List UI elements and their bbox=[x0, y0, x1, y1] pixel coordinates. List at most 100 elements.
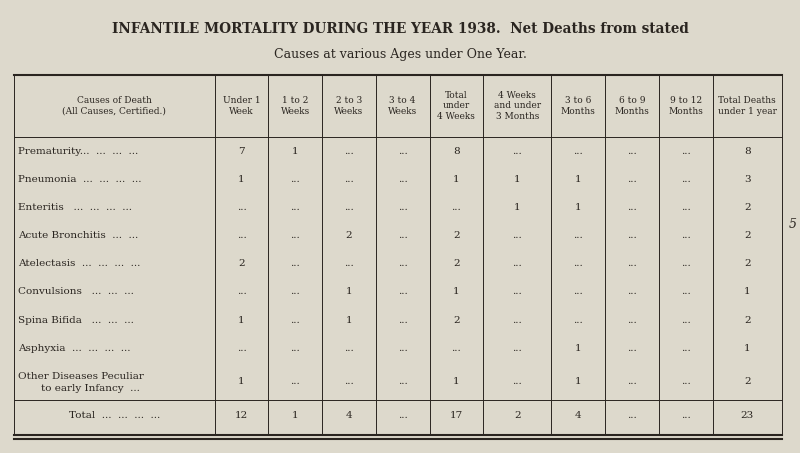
Text: ...: ... bbox=[627, 288, 637, 296]
Text: ...: ... bbox=[237, 203, 246, 212]
Text: 3: 3 bbox=[744, 175, 750, 184]
Text: ...: ... bbox=[513, 288, 522, 296]
Text: Other Diseases Peculiar: Other Diseases Peculiar bbox=[18, 372, 144, 381]
Text: Atelectasis  ...  ...  ...  ...: Atelectasis ... ... ... ... bbox=[18, 259, 140, 268]
Text: ...: ... bbox=[627, 344, 637, 353]
Text: 1: 1 bbox=[744, 344, 750, 353]
Text: ...: ... bbox=[627, 203, 637, 212]
Text: 2: 2 bbox=[453, 316, 460, 325]
Text: ...: ... bbox=[627, 377, 637, 386]
Text: ...: ... bbox=[290, 377, 300, 386]
Text: ...: ... bbox=[398, 316, 407, 325]
Text: 1: 1 bbox=[744, 288, 750, 296]
Text: 3 to 6
Months: 3 to 6 Months bbox=[561, 96, 596, 116]
Text: 2: 2 bbox=[744, 377, 750, 386]
Text: ...: ... bbox=[237, 231, 246, 240]
Text: ...: ... bbox=[681, 288, 690, 296]
Text: Under 1
Week: Under 1 Week bbox=[222, 96, 260, 116]
Text: 4: 4 bbox=[346, 411, 352, 420]
Text: 1: 1 bbox=[292, 147, 298, 155]
Text: ...: ... bbox=[398, 344, 407, 353]
Text: Asphyxia  ...  ...  ...  ...: Asphyxia ... ... ... ... bbox=[18, 344, 130, 353]
Text: 2: 2 bbox=[744, 203, 750, 212]
Text: ...: ... bbox=[627, 175, 637, 184]
Text: Acute Bronchitis  ...  ...: Acute Bronchitis ... ... bbox=[18, 231, 138, 240]
Text: ...: ... bbox=[681, 377, 690, 386]
Text: ...: ... bbox=[513, 377, 522, 386]
Text: ...: ... bbox=[398, 175, 407, 184]
Text: 2: 2 bbox=[238, 259, 245, 268]
Text: 1: 1 bbox=[238, 175, 245, 184]
Text: 12: 12 bbox=[235, 411, 248, 420]
Text: 1: 1 bbox=[575, 377, 582, 386]
Text: 1: 1 bbox=[346, 316, 352, 325]
Text: ...: ... bbox=[513, 147, 522, 155]
Text: ...: ... bbox=[627, 147, 637, 155]
Text: 17: 17 bbox=[450, 411, 463, 420]
Text: 1: 1 bbox=[575, 344, 582, 353]
Text: 1: 1 bbox=[514, 203, 521, 212]
Text: ...: ... bbox=[681, 147, 690, 155]
Text: 1: 1 bbox=[453, 288, 460, 296]
Text: 4 Weeks
and under
3 Months: 4 Weeks and under 3 Months bbox=[494, 91, 541, 121]
Text: ...: ... bbox=[513, 344, 522, 353]
Text: 5: 5 bbox=[789, 218, 797, 231]
Text: 1: 1 bbox=[292, 411, 298, 420]
Text: Total  ...  ...  ...  ...: Total ... ... ... ... bbox=[69, 411, 160, 420]
Text: ...: ... bbox=[627, 316, 637, 325]
Text: ...: ... bbox=[574, 316, 583, 325]
Text: ...: ... bbox=[290, 288, 300, 296]
Text: ...: ... bbox=[398, 231, 407, 240]
Text: 1: 1 bbox=[238, 377, 245, 386]
Text: ...: ... bbox=[290, 231, 300, 240]
Text: ...: ... bbox=[681, 203, 690, 212]
Text: 2: 2 bbox=[744, 231, 750, 240]
Text: ...: ... bbox=[513, 231, 522, 240]
Text: 2 to 3
Weeks: 2 to 3 Weeks bbox=[334, 96, 363, 116]
Text: ...: ... bbox=[398, 259, 407, 268]
Text: 1: 1 bbox=[514, 175, 521, 184]
Text: 1: 1 bbox=[575, 203, 582, 212]
Text: 9 to 12
Months: 9 to 12 Months bbox=[668, 96, 703, 116]
Text: ...: ... bbox=[290, 316, 300, 325]
Text: 23: 23 bbox=[741, 411, 754, 420]
Text: 1: 1 bbox=[453, 377, 460, 386]
Text: ...: ... bbox=[681, 344, 690, 353]
Text: 2: 2 bbox=[346, 231, 352, 240]
Text: ...: ... bbox=[344, 259, 354, 268]
Text: 1 to 2
Weeks: 1 to 2 Weeks bbox=[281, 96, 310, 116]
Text: 2: 2 bbox=[744, 316, 750, 325]
Text: 1: 1 bbox=[453, 175, 460, 184]
Text: ...: ... bbox=[398, 147, 407, 155]
Text: ...: ... bbox=[451, 344, 462, 353]
Text: INFANTILE MORTALITY DURING THE YEAR 1938.  Net Deaths from stated: INFANTILE MORTALITY DURING THE YEAR 1938… bbox=[111, 22, 689, 36]
Text: Causes at various Ages under One Year.: Causes at various Ages under One Year. bbox=[274, 48, 526, 61]
Text: ...: ... bbox=[451, 203, 462, 212]
Text: ...: ... bbox=[574, 288, 583, 296]
Text: ...: ... bbox=[398, 203, 407, 212]
Text: ...: ... bbox=[290, 203, 300, 212]
Text: ...: ... bbox=[627, 231, 637, 240]
Text: 2: 2 bbox=[453, 259, 460, 268]
Text: ...: ... bbox=[344, 203, 354, 212]
Text: ...: ... bbox=[681, 316, 690, 325]
Text: ...: ... bbox=[627, 411, 637, 420]
Text: 8: 8 bbox=[453, 147, 460, 155]
Text: to early Infancy  ...: to early Infancy ... bbox=[28, 384, 140, 393]
Text: Convulsions   ...  ...  ...: Convulsions ... ... ... bbox=[18, 288, 134, 296]
Text: 1: 1 bbox=[346, 288, 352, 296]
Text: 8: 8 bbox=[744, 147, 750, 155]
Text: ...: ... bbox=[627, 259, 637, 268]
Text: ...: ... bbox=[398, 377, 407, 386]
Text: 2: 2 bbox=[744, 259, 750, 268]
Text: 4: 4 bbox=[575, 411, 582, 420]
Text: ...: ... bbox=[290, 259, 300, 268]
Text: ...: ... bbox=[681, 175, 690, 184]
Text: ...: ... bbox=[237, 344, 246, 353]
Text: ...: ... bbox=[513, 259, 522, 268]
Text: 1: 1 bbox=[575, 175, 582, 184]
Text: 3 to 4
Weeks: 3 to 4 Weeks bbox=[388, 96, 418, 116]
Text: 2: 2 bbox=[514, 411, 521, 420]
Text: ...: ... bbox=[574, 259, 583, 268]
Text: Total
under
4 Weeks: Total under 4 Weeks bbox=[438, 91, 475, 121]
